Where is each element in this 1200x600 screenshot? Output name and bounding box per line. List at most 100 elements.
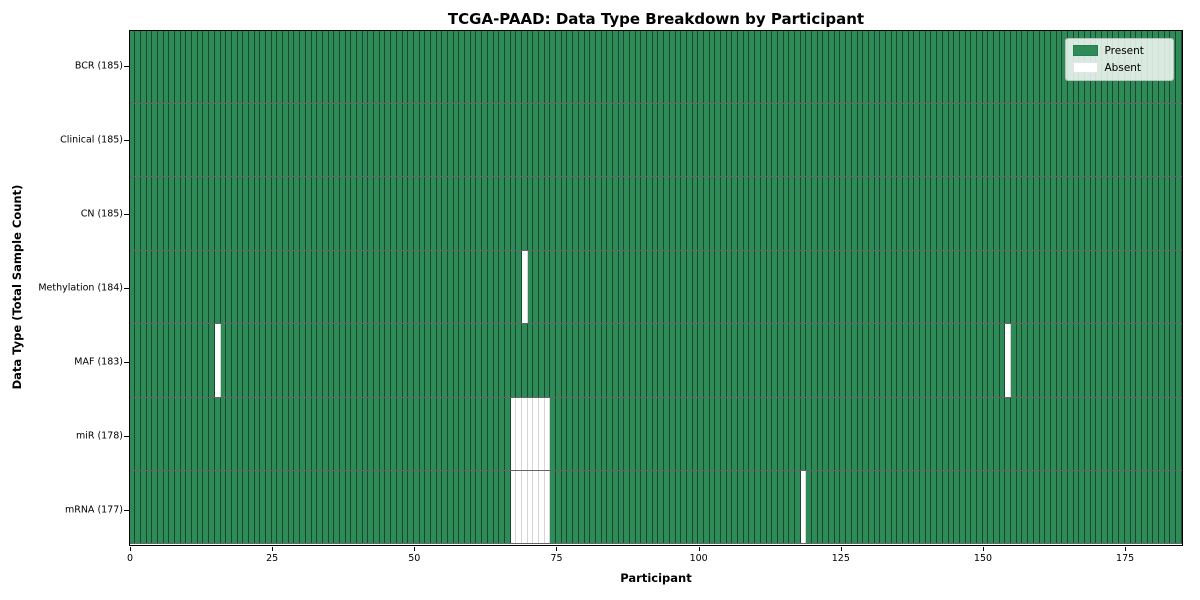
heatmap-cell <box>976 103 983 177</box>
heatmap-cell <box>1039 250 1046 324</box>
heatmap-cell <box>567 30 574 103</box>
heatmap-cell <box>254 250 261 324</box>
heatmap-cell <box>612 30 619 103</box>
heatmap-cell <box>1164 177 1171 250</box>
heatmap-cell <box>1153 397 1159 471</box>
heatmap-cell <box>834 471 841 544</box>
heatmap-cell <box>448 471 454 544</box>
heatmap-cell <box>863 30 869 103</box>
heatmap-cell <box>510 250 517 324</box>
heatmap-cell <box>254 471 261 544</box>
heatmap-cell <box>641 471 648 544</box>
heatmap-cell <box>732 471 739 544</box>
heatmap-cell <box>903 30 909 103</box>
heatmap-cell <box>271 177 278 250</box>
heatmap-cell <box>385 397 392 471</box>
heatmap-cell <box>692 250 699 324</box>
heatmap-cell <box>305 324 312 397</box>
heatmap-cell <box>1158 324 1165 397</box>
heatmap-cell <box>152 103 158 177</box>
heatmap-cell <box>738 250 744 324</box>
heatmap-cell <box>339 471 346 544</box>
heatmap-row-Clinical <box>129 103 1182 178</box>
legend-item-present: Present <box>1072 45 1166 57</box>
heatmap-cell <box>647 471 653 544</box>
heatmap-cell <box>721 103 727 177</box>
heatmap-cell <box>846 397 852 471</box>
heatmap-cell <box>618 471 625 544</box>
heatmap-cell <box>1147 250 1154 324</box>
heatmap-cell <box>430 250 437 324</box>
heatmap-cell <box>328 103 335 177</box>
heatmap-cell <box>635 30 642 103</box>
heatmap-cell <box>334 177 340 250</box>
heatmap-cell <box>1170 471 1176 544</box>
heatmap-cell <box>402 250 409 324</box>
y-tick-mark <box>124 361 129 363</box>
heatmap-cell <box>493 103 500 177</box>
heatmap-cell <box>243 177 249 250</box>
heatmap-cell <box>772 471 778 544</box>
heatmap-cell <box>834 30 841 103</box>
heatmap-cell <box>465 250 471 324</box>
heatmap-cell <box>891 177 898 250</box>
heatmap-cell <box>703 471 710 544</box>
heatmap-row-MAF <box>129 324 1182 398</box>
heatmap-cell <box>260 397 266 471</box>
heatmap-cell <box>527 103 534 177</box>
heatmap-cell <box>1033 324 1040 397</box>
heatmap-cell <box>1141 103 1148 177</box>
heatmap-cell <box>942 471 949 544</box>
heatmap-cell <box>760 250 767 324</box>
heatmap-cell <box>635 471 642 544</box>
heatmap-cell <box>800 30 807 103</box>
heatmap-cell <box>641 30 648 103</box>
heatmap-cell <box>391 177 397 250</box>
heatmap-cell <box>1016 471 1023 544</box>
heatmap-cell <box>425 397 431 471</box>
heatmap-cell <box>1096 177 1103 250</box>
heatmap-cell <box>260 177 266 250</box>
heatmap-cell <box>248 397 255 471</box>
heatmap-cell <box>573 250 579 324</box>
heatmap-cell <box>129 397 136 471</box>
heatmap-cell <box>1050 177 1057 250</box>
x-tick-mark <box>840 546 842 551</box>
heatmap-cell <box>937 30 943 103</box>
heatmap-cell <box>846 177 852 250</box>
heatmap-cell <box>1158 177 1165 250</box>
heatmap-cell <box>533 30 539 103</box>
heatmap-cell <box>470 250 477 324</box>
heatmap-cell <box>738 471 744 544</box>
heatmap-cell <box>755 177 761 250</box>
heatmap-cell <box>840 30 847 103</box>
heatmap-cell <box>1141 177 1148 250</box>
heatmap-cell <box>396 250 403 324</box>
heatmap-cell <box>351 397 357 471</box>
heatmap-cell <box>897 471 903 544</box>
heatmap-cell <box>499 397 505 471</box>
x-tick-label-125: 125 <box>831 552 850 564</box>
heatmap-cell <box>374 324 380 397</box>
heatmap-cell <box>726 471 733 544</box>
heatmap-cell <box>163 30 170 103</box>
heatmap-cell <box>1079 177 1085 250</box>
heatmap-cell <box>470 103 477 177</box>
heatmap-cell <box>1033 103 1040 177</box>
heatmap-row-Methylation <box>129 250 1182 325</box>
heatmap-cell <box>766 30 773 103</box>
heatmap-cell <box>226 324 232 397</box>
heatmap-cell <box>277 250 284 324</box>
heatmap-cell <box>1119 471 1125 544</box>
heatmap-cell <box>567 471 574 544</box>
heatmap-cell <box>1130 103 1137 177</box>
heatmap-cell <box>1028 471 1034 544</box>
heatmap-cell <box>175 324 181 397</box>
heatmap-cell <box>652 177 659 250</box>
heatmap-cell <box>1153 324 1159 397</box>
y-tick-label-Methylation: Methylation (184) <box>38 282 123 294</box>
heatmap-cell <box>647 250 653 324</box>
heatmap-cell <box>231 103 238 177</box>
heatmap-cell <box>806 397 812 471</box>
x-tick-label-150: 150 <box>973 552 993 564</box>
